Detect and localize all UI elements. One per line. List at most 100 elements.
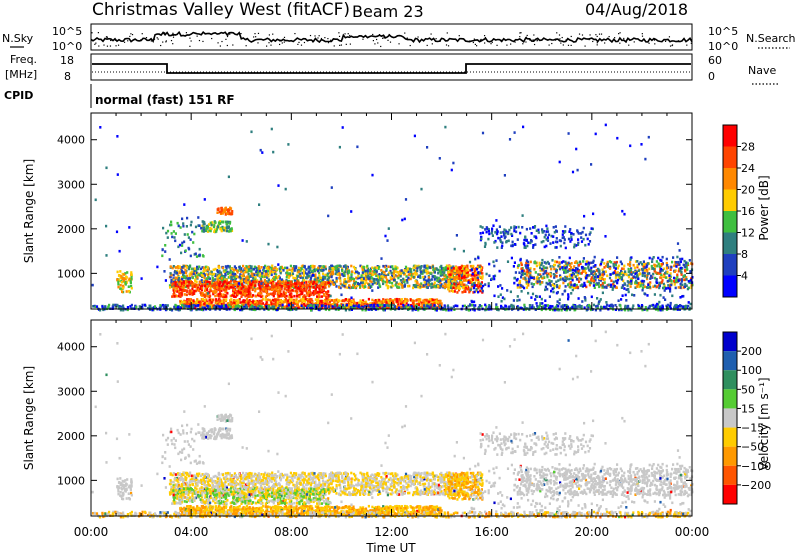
power-cell [379, 278, 382, 281]
power-cell [336, 273, 339, 276]
power-cell [616, 266, 619, 270]
power-cell [117, 274, 121, 277]
power-cell [316, 285, 319, 289]
power-cell [359, 264, 362, 268]
power-cell [313, 291, 316, 295]
power-cell [385, 301, 388, 304]
power-cell [593, 286, 596, 289]
power-cell [319, 304, 322, 307]
power-cell [311, 300, 314, 304]
power-cell [220, 287, 223, 290]
power-cell [247, 304, 251, 308]
power-cell [405, 270, 408, 273]
power-cell [261, 275, 264, 278]
power-cell [472, 291, 475, 294]
power-cell [549, 274, 552, 278]
power-cell [584, 271, 588, 275]
noise-dot [349, 34, 351, 37]
power-cell [555, 275, 558, 278]
power-cell [533, 235, 536, 238]
power-cell [660, 276, 663, 280]
power-cell [230, 280, 233, 283]
power-cell [236, 292, 240, 296]
power-cell [254, 287, 257, 291]
power-cell [321, 267, 324, 271]
noise-dot [600, 33, 603, 35]
power-cell [302, 298, 305, 301]
power-cell [307, 276, 310, 279]
power-cell [376, 298, 380, 302]
power-cell [221, 283, 225, 286]
power-cell [317, 284, 320, 288]
power-cell [490, 230, 494, 233]
power-cell [260, 295, 263, 299]
power-cell [263, 303, 267, 307]
power-cell [241, 291, 244, 294]
power-cell [182, 271, 185, 275]
power-cell [228, 303, 231, 307]
power-cell [222, 220, 225, 224]
power-cell [545, 272, 548, 275]
power-cell [568, 230, 571, 233]
power-cell [685, 261, 688, 265]
power-cell [295, 266, 298, 270]
noise-dot [633, 41, 635, 43]
power-cell [200, 226, 203, 230]
power-cell [241, 277, 244, 281]
power-cell [396, 300, 399, 303]
power-cell [181, 306, 184, 309]
power-cell [130, 286, 133, 290]
noise-dot [398, 43, 400, 45]
power-cell [288, 272, 291, 275]
power-cell [184, 282, 187, 286]
power-cell [231, 278, 235, 282]
power-cell [414, 283, 417, 287]
power-cell [121, 277, 124, 280]
noise-dot [664, 40, 667, 42]
power-cell [171, 295, 174, 298]
noise-dot [309, 34, 312, 37]
power-cell [461, 290, 464, 294]
power-cell [438, 306, 441, 309]
noise-dot [150, 40, 152, 42]
power-cell [240, 287, 243, 290]
power-cell [276, 268, 279, 271]
noise-dot [671, 44, 674, 46]
noise-right-tick-bottom: 10^0 [708, 40, 738, 53]
noise-dot [378, 34, 381, 36]
power-cell [636, 275, 639, 279]
power-cell [479, 232, 482, 235]
power-cell [554, 274, 557, 277]
power-cell [217, 274, 220, 278]
power-cell [362, 302, 365, 306]
power-cell [562, 236, 565, 239]
power-cell [325, 280, 328, 284]
noise-dot [641, 33, 643, 35]
power-cell [251, 288, 254, 292]
power-cell [324, 267, 327, 271]
power-cell [252, 283, 255, 286]
power-cell [409, 270, 412, 273]
power-cell [305, 276, 308, 280]
power-cell [265, 284, 268, 287]
noise-dot [268, 42, 270, 44]
power-cell [391, 265, 394, 268]
power-cell [361, 284, 364, 287]
noise-dot [690, 42, 692, 44]
power-cell [314, 287, 317, 291]
power-cell [262, 305, 265, 309]
power-cell [305, 283, 308, 286]
noise-dot [619, 32, 621, 34]
power-cell [617, 275, 620, 279]
power-cell [298, 299, 301, 303]
power-cell [529, 271, 532, 275]
power-cell [301, 276, 305, 280]
power-cell [182, 222, 185, 225]
power-cell [361, 303, 364, 307]
power-cell [666, 303, 669, 307]
power-cell [435, 300, 438, 303]
power-cell [234, 283, 237, 286]
power-cell [278, 294, 281, 298]
power-cell [179, 288, 182, 291]
noise-dot [387, 39, 389, 41]
